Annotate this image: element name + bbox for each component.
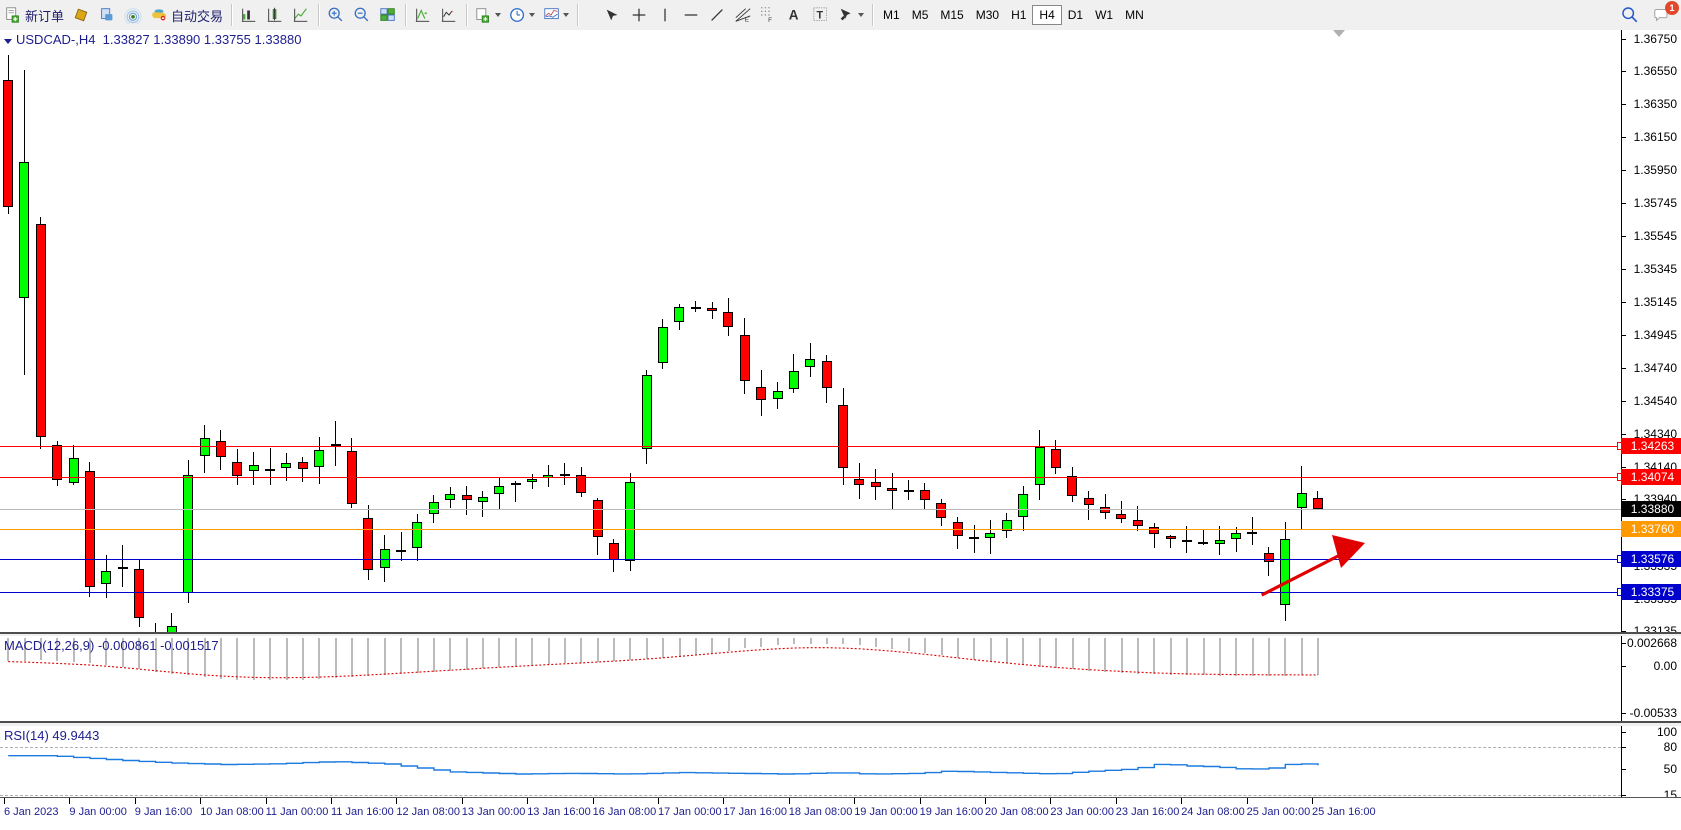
svg-text:E: E	[745, 16, 749, 23]
svg-text:F: F	[768, 17, 772, 24]
svg-text:A: A	[789, 8, 799, 23]
svg-text:T: T	[817, 10, 824, 22]
